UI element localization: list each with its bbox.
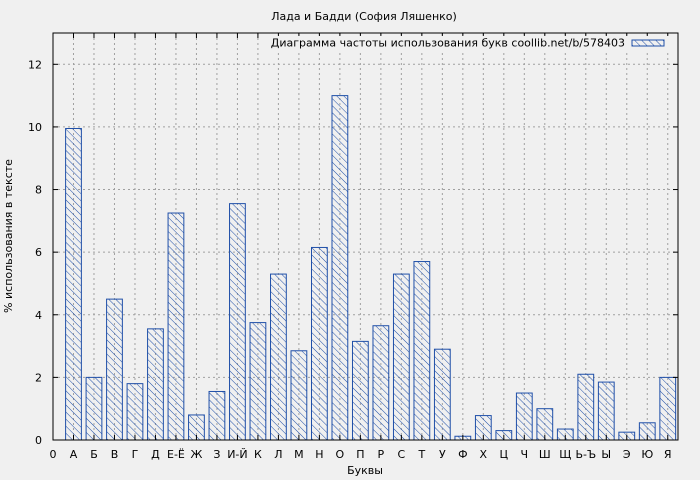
x-tick-label: Ы	[601, 448, 611, 461]
x-tick-label: Я	[664, 448, 672, 461]
x-tick-label: З	[213, 448, 220, 461]
x-tick-label: Н	[315, 448, 323, 461]
x-tick-label: Л	[274, 448, 282, 461]
x-tick-label: У	[439, 448, 446, 461]
bar-Р	[372, 325, 390, 441]
x-tick-label: Э	[623, 448, 631, 461]
bar-Д	[147, 328, 164, 441]
x-tick-label: Ь-Ъ	[575, 448, 596, 461]
legend: Диаграмма частоты использования букв coo…	[268, 36, 672, 50]
bar-Г	[126, 383, 144, 441]
legend-box	[268, 36, 672, 50]
bar-Т	[413, 261, 431, 441]
bar-И-Й	[229, 203, 246, 441]
y-tick-label: 2	[35, 371, 42, 384]
y-tick-label: 0	[35, 434, 42, 447]
y-tick-label: 8	[35, 184, 42, 197]
x-axis-label: Буквы	[347, 464, 383, 477]
bar-К	[249, 322, 267, 441]
x-tick-label: Ф	[458, 448, 467, 461]
bar-П	[351, 340, 369, 441]
y-tick-label: 4	[35, 309, 42, 322]
x-tick-label: Ч	[521, 448, 529, 461]
legend-swatch	[631, 39, 665, 47]
x-tick-label: Е-Ё	[167, 448, 185, 461]
x-tick-label: Т	[417, 448, 425, 461]
x-tick-label: В	[111, 448, 119, 461]
bar-О	[331, 95, 349, 441]
x-tick-label: Ц	[500, 448, 509, 461]
y-tick-label: 6	[35, 246, 42, 259]
x-tick-label: М	[294, 448, 304, 461]
x-tick-label: А	[70, 448, 78, 461]
bar-Ы	[597, 381, 615, 441]
bar-Ь-Ъ	[577, 373, 595, 441]
x-tick-label: Д	[151, 448, 160, 461]
bar-М	[290, 350, 308, 441]
plot-frame	[52, 32, 679, 441]
y-tick-label: 12	[28, 58, 42, 71]
bar-Ч	[515, 392, 533, 441]
x-origin-label: 0	[50, 448, 57, 461]
y-axis-label: % использования в тексте	[2, 159, 15, 313]
bar-Е-Ё	[167, 212, 185, 441]
x-tick-label: Щ	[559, 448, 571, 461]
x-tick-label: Б	[90, 448, 98, 461]
x-tick-label: С	[398, 448, 406, 461]
x-tick-label: Р	[378, 448, 385, 461]
x-tick-label: Ш	[539, 448, 551, 461]
x-tick-label: П	[356, 448, 364, 461]
bar-В	[106, 298, 123, 441]
x-tick-label: Х	[480, 448, 488, 461]
bar-З	[208, 390, 226, 441]
y-axis: 0 2 4 6 8 10 12	[28, 58, 678, 447]
bar-С	[392, 273, 410, 441]
chart-title: Лада и Бадди (София Ляшенко)	[271, 10, 457, 23]
legend-label: Диаграмма частоты использования букв coo…	[271, 37, 625, 50]
bar-Н	[311, 246, 328, 441]
bar-У	[433, 348, 451, 441]
x-axis: 0 А Б В Г Д Е-Ё Ж З И-Й К Л М Н О П Р С Т У Ф Х Ц Ч Ш Щ Ь-Ъ Ы Э Ю Я	[50, 33, 672, 461]
bar-А	[65, 127, 82, 441]
x-tick-label: Ю	[641, 448, 653, 461]
y-tick-label: 10	[28, 121, 42, 134]
bar-Б	[85, 376, 103, 441]
x-tick-label: Г	[132, 448, 139, 461]
bar-Л	[270, 273, 287, 441]
grid	[53, 33, 678, 440]
bar-Я	[659, 376, 677, 441]
x-tick-label: О	[336, 448, 345, 461]
x-tick-label: И-Й	[227, 448, 247, 461]
x-tick-label: Ж	[191, 448, 203, 461]
x-tick-label: К	[254, 448, 262, 461]
